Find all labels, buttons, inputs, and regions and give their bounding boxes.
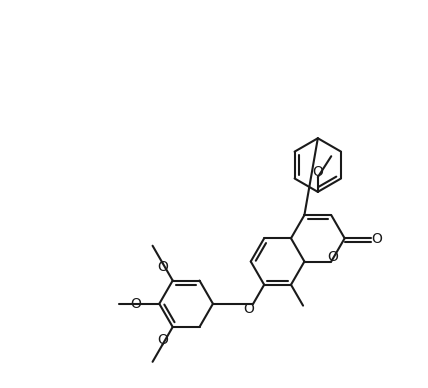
Text: O: O xyxy=(243,302,254,316)
Text: O: O xyxy=(371,232,382,246)
Text: O: O xyxy=(327,249,338,263)
Text: O: O xyxy=(157,333,168,347)
Text: O: O xyxy=(130,297,141,311)
Text: O: O xyxy=(312,165,323,179)
Text: O: O xyxy=(157,260,168,274)
